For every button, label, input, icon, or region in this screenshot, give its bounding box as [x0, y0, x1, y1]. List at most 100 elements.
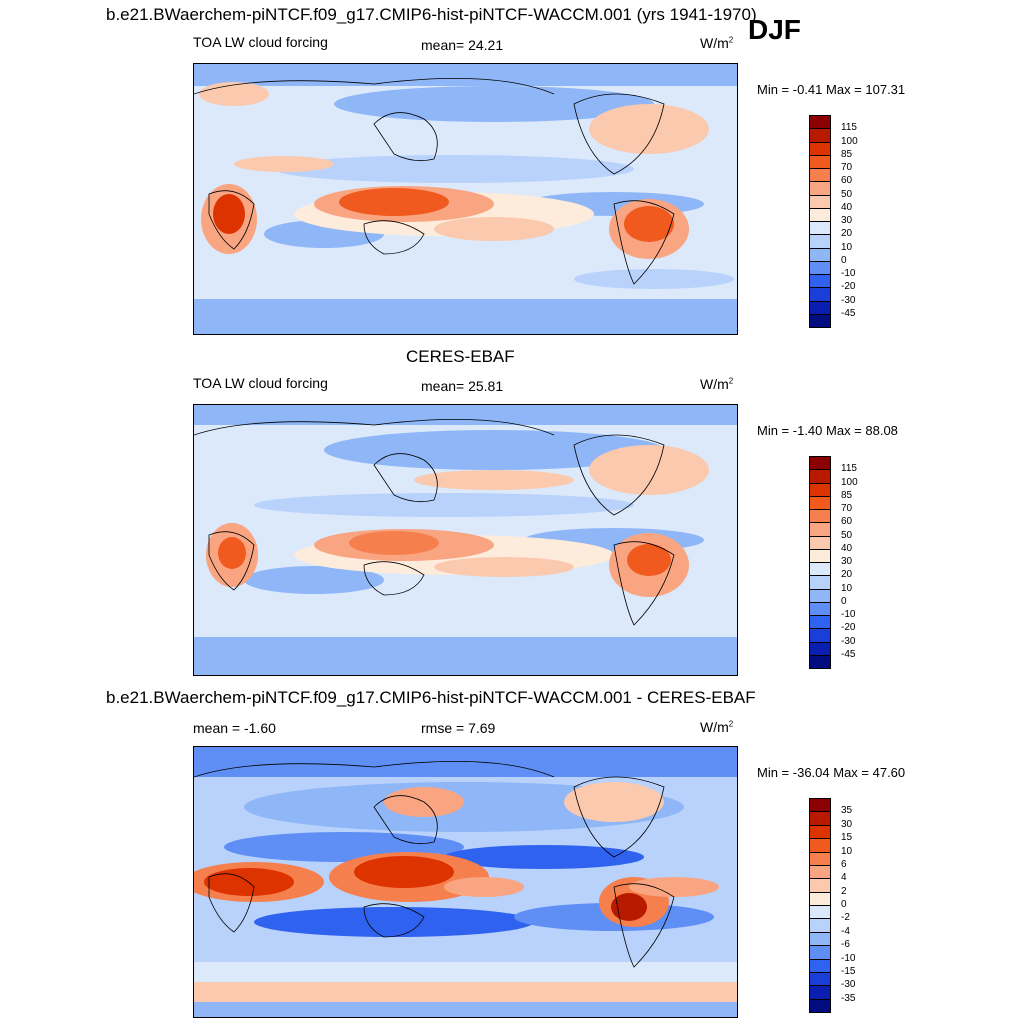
panel1-map [193, 63, 738, 335]
colorbar-tick-label: 0 [841, 595, 847, 607]
panel1-units: W/m2 [700, 35, 734, 51]
colorbar-swatch [809, 958, 831, 973]
colorbar-swatch [809, 260, 831, 275]
panel2-map [193, 404, 738, 676]
panel1-minmax: Min = -0.41 Max = 107.31 [757, 82, 906, 97]
colorbar-tick-label: -45 [841, 648, 856, 660]
panel2-units: W/m2 [700, 376, 734, 392]
panel1-variable-label: TOA LW cloud forcing [193, 34, 328, 50]
colorbar-swatch [809, 247, 831, 262]
colorbar-swatch [809, 824, 831, 840]
colorbar-tick-label: 85 [841, 489, 853, 501]
colorbar-swatch [809, 985, 831, 1000]
colorbar-tick-label: 30 [841, 215, 853, 226]
colorbar-swatch [809, 798, 831, 813]
colorbar-tick-label: 70 [841, 503, 853, 514]
colorbar-swatch [809, 168, 831, 183]
colorbar-tick-label: -45 [841, 307, 856, 319]
panel3-units: W/m2 [700, 719, 734, 735]
colorbar-tick-label: 10 [841, 241, 853, 253]
colorbar-tick-label: 20 [841, 228, 853, 240]
colorbar-tick-label: 40 [841, 201, 853, 213]
colorbar-swatch [809, 931, 831, 947]
colorbar-tick-label: 4 [841, 872, 847, 884]
colorbar-swatch [809, 878, 831, 893]
colorbar-swatch [809, 234, 831, 249]
colorbar-swatch [809, 811, 831, 826]
colorbar-swatch [809, 115, 831, 130]
colorbar-swatch [809, 482, 831, 497]
colorbar-swatch [809, 141, 831, 156]
panel1-title: b.e21.BWaerchem-piNTCF.f09_g17.CMIP6-his… [106, 5, 757, 24]
colorbar-swatch [809, 588, 831, 603]
colorbar-tick-label: -6 [841, 939, 850, 951]
colorbar-swatch [809, 998, 831, 1013]
colorbar-tick-label: 115 [841, 122, 857, 134]
colorbar-swatch [809, 509, 831, 524]
colorbar-tick-label: 35 [841, 805, 853, 817]
colorbar-swatch [809, 601, 831, 616]
colorbar-swatch [809, 654, 831, 669]
colorbar-tick-label: 30 [841, 818, 853, 830]
panel1-mean: mean= 24.21 [421, 37, 504, 53]
colorbar-swatch [809, 628, 831, 643]
colorbar-tick-label: 50 [841, 188, 853, 200]
colorbar-swatch [809, 495, 831, 510]
colorbar-tick-label: -2 [841, 912, 850, 924]
colorbar-swatch [809, 562, 831, 577]
panel3-mean: mean = -1.60 [193, 720, 276, 736]
panel2-minmax: Min = -1.40 Max = 88.08 [757, 423, 898, 438]
colorbar-swatch [809, 194, 831, 209]
colorbar-swatch [809, 313, 831, 328]
colorbar-swatch [809, 864, 831, 880]
panel3-title: b.e21.BWaerchem-piNTCF.f09_g17.CMIP6-his… [106, 688, 756, 707]
colorbar-tick-label: 40 [841, 542, 853, 554]
colorbar-swatch [809, 456, 831, 471]
panel3-map [193, 746, 738, 1018]
colorbar-swatch [809, 575, 831, 590]
colorbar-tick-label: -20 [841, 281, 856, 293]
colorbar-tick-label: 15 [841, 832, 853, 844]
colorbar-swatch [809, 522, 831, 537]
panel3-minmax: Min = -36.04 Max = 47.60 [757, 765, 906, 780]
colorbar-tick-label: 100 [841, 135, 858, 147]
colorbar-tick-label: 100 [841, 476, 858, 488]
colorbar-swatch [809, 287, 831, 302]
panel2-colorbar [809, 456, 831, 669]
colorbar-swatch [809, 535, 831, 550]
colorbar-tick-label: -20 [841, 622, 856, 634]
season-label: DJF [748, 14, 801, 45]
colorbar-swatch [809, 971, 831, 987]
colorbar-swatch [809, 128, 831, 143]
colorbar-tick-label: 10 [841, 845, 853, 857]
colorbar-swatch [809, 615, 831, 630]
colorbar-swatch [809, 207, 831, 222]
colorbar-swatch [809, 221, 831, 236]
colorbar-tick-label: -10 [841, 609, 856, 620]
colorbar-tick-label: -10 [841, 952, 856, 964]
panel2-mean: mean= 25.81 [421, 378, 504, 394]
colorbar-tick-label: 10 [841, 582, 853, 594]
colorbar-swatch [809, 891, 831, 906]
colorbar-tick-label: -4 [841, 925, 850, 937]
colorbar-tick-label: 70 [841, 162, 853, 173]
colorbar-swatch [809, 548, 831, 563]
colorbar-swatch [809, 300, 831, 315]
panel3-colorbar [809, 798, 831, 1013]
colorbar-tick-label: -30 [841, 294, 856, 306]
colorbar-tick-label: 50 [841, 529, 853, 541]
colorbar-swatch [809, 945, 831, 960]
colorbar-tick-label: 30 [841, 556, 853, 567]
colorbar-tick-label: 85 [841, 148, 853, 160]
colorbar-swatch [809, 154, 831, 169]
colorbar-tick-label: 60 [841, 516, 853, 528]
colorbar-swatch [809, 469, 831, 484]
colorbar-tick-label: -10 [841, 268, 856, 279]
colorbar-swatch [809, 851, 831, 866]
colorbar-swatch [809, 838, 831, 853]
colorbar-tick-label: 115 [841, 463, 857, 475]
panel1-colorbar [809, 115, 831, 328]
colorbar-tick-label: 2 [841, 885, 847, 897]
colorbar-tick-label: -30 [841, 635, 856, 647]
panel3-rmse: rmse = 7.69 [421, 720, 496, 736]
